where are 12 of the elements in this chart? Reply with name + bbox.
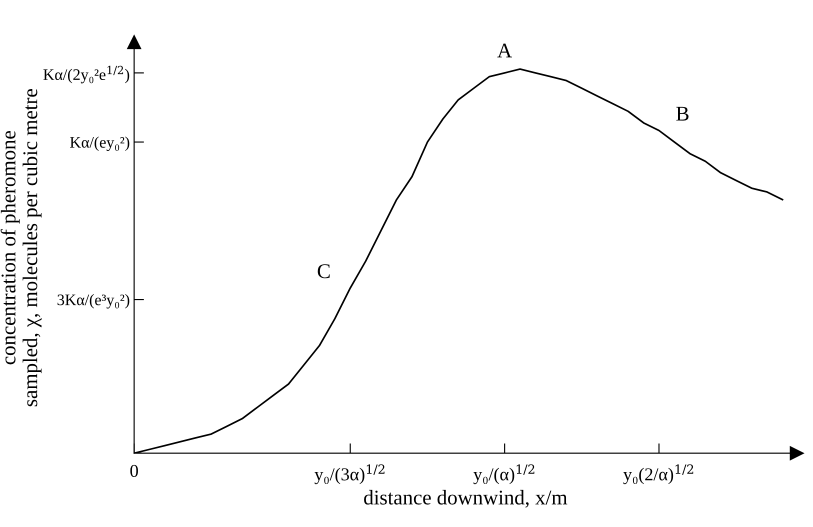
ref-line-label: Kα/(2y₀²e$^{1/2}$) <box>43 66 130 84</box>
x-tick-label: y₀/(α)$^{1/2}$ <box>473 464 534 484</box>
annotation: A <box>497 44 512 58</box>
y-axis-title: concentration of pheromone sampled, χ, molecules per cubic metre <box>0 89 42 406</box>
x-tick-label: y₀/(3α)$^{1/2}$ <box>314 464 384 484</box>
annotation: C <box>318 264 330 278</box>
annotation: B <box>676 106 689 121</box>
ref-line-label: 3Kα/(e³y₀²) <box>58 294 130 309</box>
ref-line-label: Kα/(ey₀²) <box>70 136 130 152</box>
x-tick-label: 0 <box>130 464 138 478</box>
x-axis-title: distance downwind, x/m <box>364 490 568 508</box>
x-tick-label: y₀(2/α)$^{1/2}$ <box>623 464 694 484</box>
